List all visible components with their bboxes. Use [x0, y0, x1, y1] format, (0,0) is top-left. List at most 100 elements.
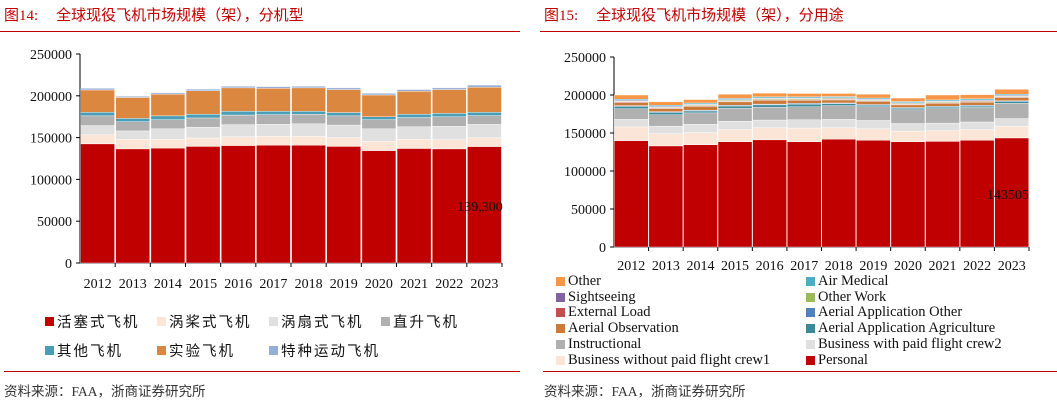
legend-item: Sightseeing: [556, 289, 636, 306]
legend-item: Instructional: [556, 336, 641, 353]
legend-label: 其他飞机: [57, 344, 123, 360]
x-tick-label: 2017: [259, 277, 287, 292]
legend-label: Personal: [818, 351, 868, 368]
x-tick-label: 2022: [963, 259, 991, 274]
bar-segment-特种运动飞机-2023: [467, 84, 502, 88]
legend-label: 实验飞机: [169, 344, 235, 360]
bar-segment-other-2021: [925, 94, 960, 101]
legend-swatch: [157, 317, 166, 326]
bar-segment-aerial-application-agriculture-2018: [821, 103, 856, 106]
figure-number: 图15:: [544, 8, 579, 24]
bar-segment-直升飞机-2019: [326, 115, 361, 126]
bar-segment-personal-2023: [994, 137, 1029, 248]
bar-segment-直升飞机-2012: [80, 115, 115, 126]
bar-segment-特种运动飞机-2022: [432, 87, 467, 90]
legend-swatch: [556, 308, 565, 318]
x-tick-label: 2020: [894, 259, 922, 274]
bar-segment-活塞式飞机-2013: [115, 148, 150, 264]
bar-segment-其他飞机-2012: [80, 112, 115, 117]
legend-label: External Load: [568, 304, 651, 321]
bar-segment-business-without-paid-flight-crew1-2023: [994, 125, 1029, 139]
bar-segment-aerial-application-agriculture-2017: [787, 103, 822, 107]
legend-label: Business with paid flight crew2: [818, 335, 1002, 352]
bar-segment-business-with-paid-flight-crew2-2016: [752, 119, 787, 128]
bar-segment-instructional-2018: [821, 105, 856, 120]
bar-segment-aerial-application-agriculture-2021: [925, 106, 960, 109]
left-panel: 图14: 全球现役飞机市场规模（架），分机型 0 50000 100000 150000…: [0, 0, 520, 402]
bar-segment-其他飞机-2016: [221, 111, 256, 116]
bar-segment-instructional-2013: [648, 114, 684, 127]
x-tick-label: 2015: [721, 259, 749, 274]
legend-swatch: [381, 317, 390, 326]
bar-segment-instructional-2022: [959, 107, 995, 123]
legend-label: Aerial Application Other: [818, 304, 963, 321]
y-tick-label: 250000: [30, 48, 72, 63]
bar-segment-personal-2020: [890, 141, 926, 248]
bar-segment-活塞式飞机-2018: [291, 144, 326, 264]
bar-segment-personal-2013: [648, 145, 684, 248]
bar-segment-other-2016: [752, 92, 787, 98]
legend-swatch: [45, 346, 54, 355]
bar-segment-其他飞机-2021: [396, 113, 432, 118]
bar-segment-特种运动飞机-2013: [115, 96, 150, 98]
legend-label: Aerial Observation: [568, 320, 679, 337]
x-tick-label: 2023: [470, 277, 498, 292]
legend-swatch: [806, 355, 815, 365]
bar-segment-personal-2022: [959, 140, 995, 248]
bar-segment-other-2013: [648, 101, 684, 106]
title-rule: [0, 31, 520, 32]
bar-segment-business-with-paid-flight-crew2-2022: [959, 121, 995, 130]
legend-item: Aerial Application Other: [806, 304, 962, 321]
bar-segment-aerial-application-agriculture-2022: [959, 105, 995, 108]
bar-segment-business-with-paid-flight-crew2-2014: [683, 124, 718, 133]
bar-segment-aerial-application-agriculture-2019: [856, 105, 891, 107]
bar-segment-aerial-observation-2017: [787, 100, 822, 104]
bar-segment-instructional-2012: [614, 108, 649, 120]
bar-segment-活塞式飞机-2023: [467, 146, 502, 264]
legend-swatch: [269, 317, 278, 326]
bar-segment-business-with-paid-flight-crew2-2017: [787, 119, 822, 129]
bar-segment-aerial-observation-2013: [648, 108, 684, 112]
bar-segment-特种运动飞机-2016: [221, 85, 256, 89]
left-chart: 0 50000 100000 150000 200000 250000 2012 2013 20…: [30, 48, 503, 292]
bar-segment-business-with-paid-flight-crew2-2020: [890, 123, 926, 132]
bar-segment-涡扇式飞机-2022: [432, 126, 467, 140]
legend-swatch: [556, 292, 565, 302]
bar-segment-business-without-paid-flight-crew1-2013: [648, 133, 684, 147]
data-label: 139,300: [457, 200, 503, 215]
bar-segment-aerial-observation-2014: [683, 106, 718, 111]
bar-segment-personal-2019: [856, 140, 891, 248]
x-tick-label: 2021: [929, 259, 957, 274]
bar-segment-活塞式飞机-2022: [432, 148, 467, 264]
bar-segment-other-2015: [717, 94, 753, 99]
bar-segment-其他飞机-2013: [115, 118, 150, 122]
bar-segment-特种运动飞机-2017: [256, 86, 291, 89]
legend-item: Other Work: [806, 289, 886, 306]
legend-label: Business without paid flight crew1: [568, 351, 771, 368]
legend-label: 活塞式飞机: [57, 315, 140, 331]
bar-segment-business-with-paid-flight-crew2-2015: [717, 121, 753, 130]
bar-segment-other-2017: [787, 93, 822, 98]
bar-segment-aerial-application-agriculture-2015: [717, 105, 753, 109]
bar-segment-涡扇式飞机-2013: [115, 130, 150, 140]
bar-segment-涡扇式飞机-2023: [467, 124, 502, 138]
bar-segment-实验飞机-2019: [326, 89, 361, 113]
x-tick-label: 2013: [119, 277, 147, 292]
bar-segment-other-2022: [959, 94, 995, 100]
bar-segment-涡扇式飞机-2014: [150, 128, 186, 140]
x-tick-label: 2018: [295, 277, 323, 292]
bar-segment-涡扇式飞机-2015: [185, 126, 221, 139]
bar-segment-aerial-observation-2012: [614, 102, 649, 106]
bar-segment-活塞式飞机-2020: [361, 150, 397, 264]
legend-label: Air Medical: [818, 273, 889, 289]
bar-segment-涡桨式飞机-2016: [221, 136, 256, 146]
legend-swatch: [556, 277, 565, 286]
bar-segment-aerial-application-agriculture-2016: [752, 104, 787, 108]
bar-segment-涡扇式飞机-2020: [361, 128, 397, 142]
legend-label: 涡扇式飞机: [281, 315, 364, 331]
y-tick-label: 200000: [30, 90, 72, 105]
legend-swatch: [806, 292, 815, 302]
y-tick-label: 0: [65, 257, 72, 272]
bar-segment-other-2023: [994, 89, 1029, 95]
bar-segment-直升飞机-2017: [256, 114, 291, 125]
